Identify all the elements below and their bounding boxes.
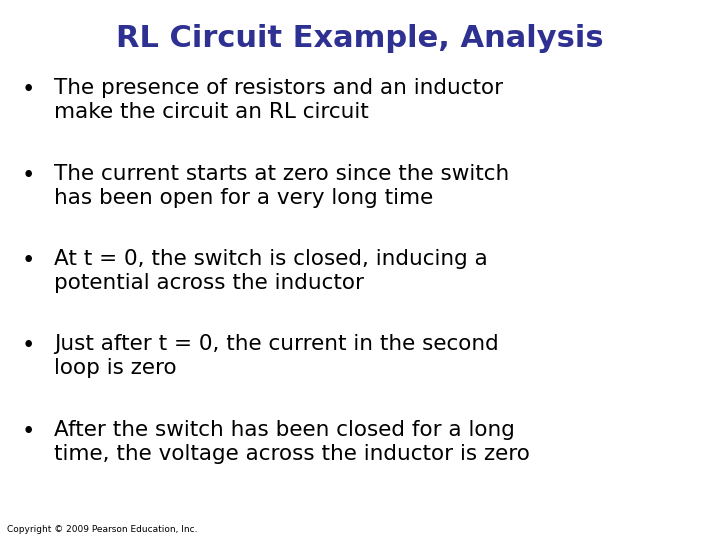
- Text: The presence of resistors and an inductor
make the circuit an RL circuit: The presence of resistors and an inducto…: [54, 78, 503, 122]
- Text: •: •: [22, 164, 35, 187]
- Text: •: •: [22, 334, 35, 357]
- Text: •: •: [22, 249, 35, 272]
- Text: Just after t = 0, the current in the second
loop is zero: Just after t = 0, the current in the sec…: [54, 334, 499, 378]
- Text: The current starts at zero since the switch
has been open for a very long time: The current starts at zero since the swi…: [54, 164, 509, 207]
- Text: At t = 0, the switch is closed, inducing a
potential across the inductor: At t = 0, the switch is closed, inducing…: [54, 249, 487, 293]
- Text: Copyright © 2009 Pearson Education, Inc.: Copyright © 2009 Pearson Education, Inc.: [7, 524, 198, 534]
- Text: RL Circuit Example, Analysis: RL Circuit Example, Analysis: [116, 24, 604, 53]
- Text: •: •: [22, 420, 35, 443]
- Text: After the switch has been closed for a long
time, the voltage across the inducto: After the switch has been closed for a l…: [54, 420, 530, 463]
- Text: •: •: [22, 78, 35, 102]
